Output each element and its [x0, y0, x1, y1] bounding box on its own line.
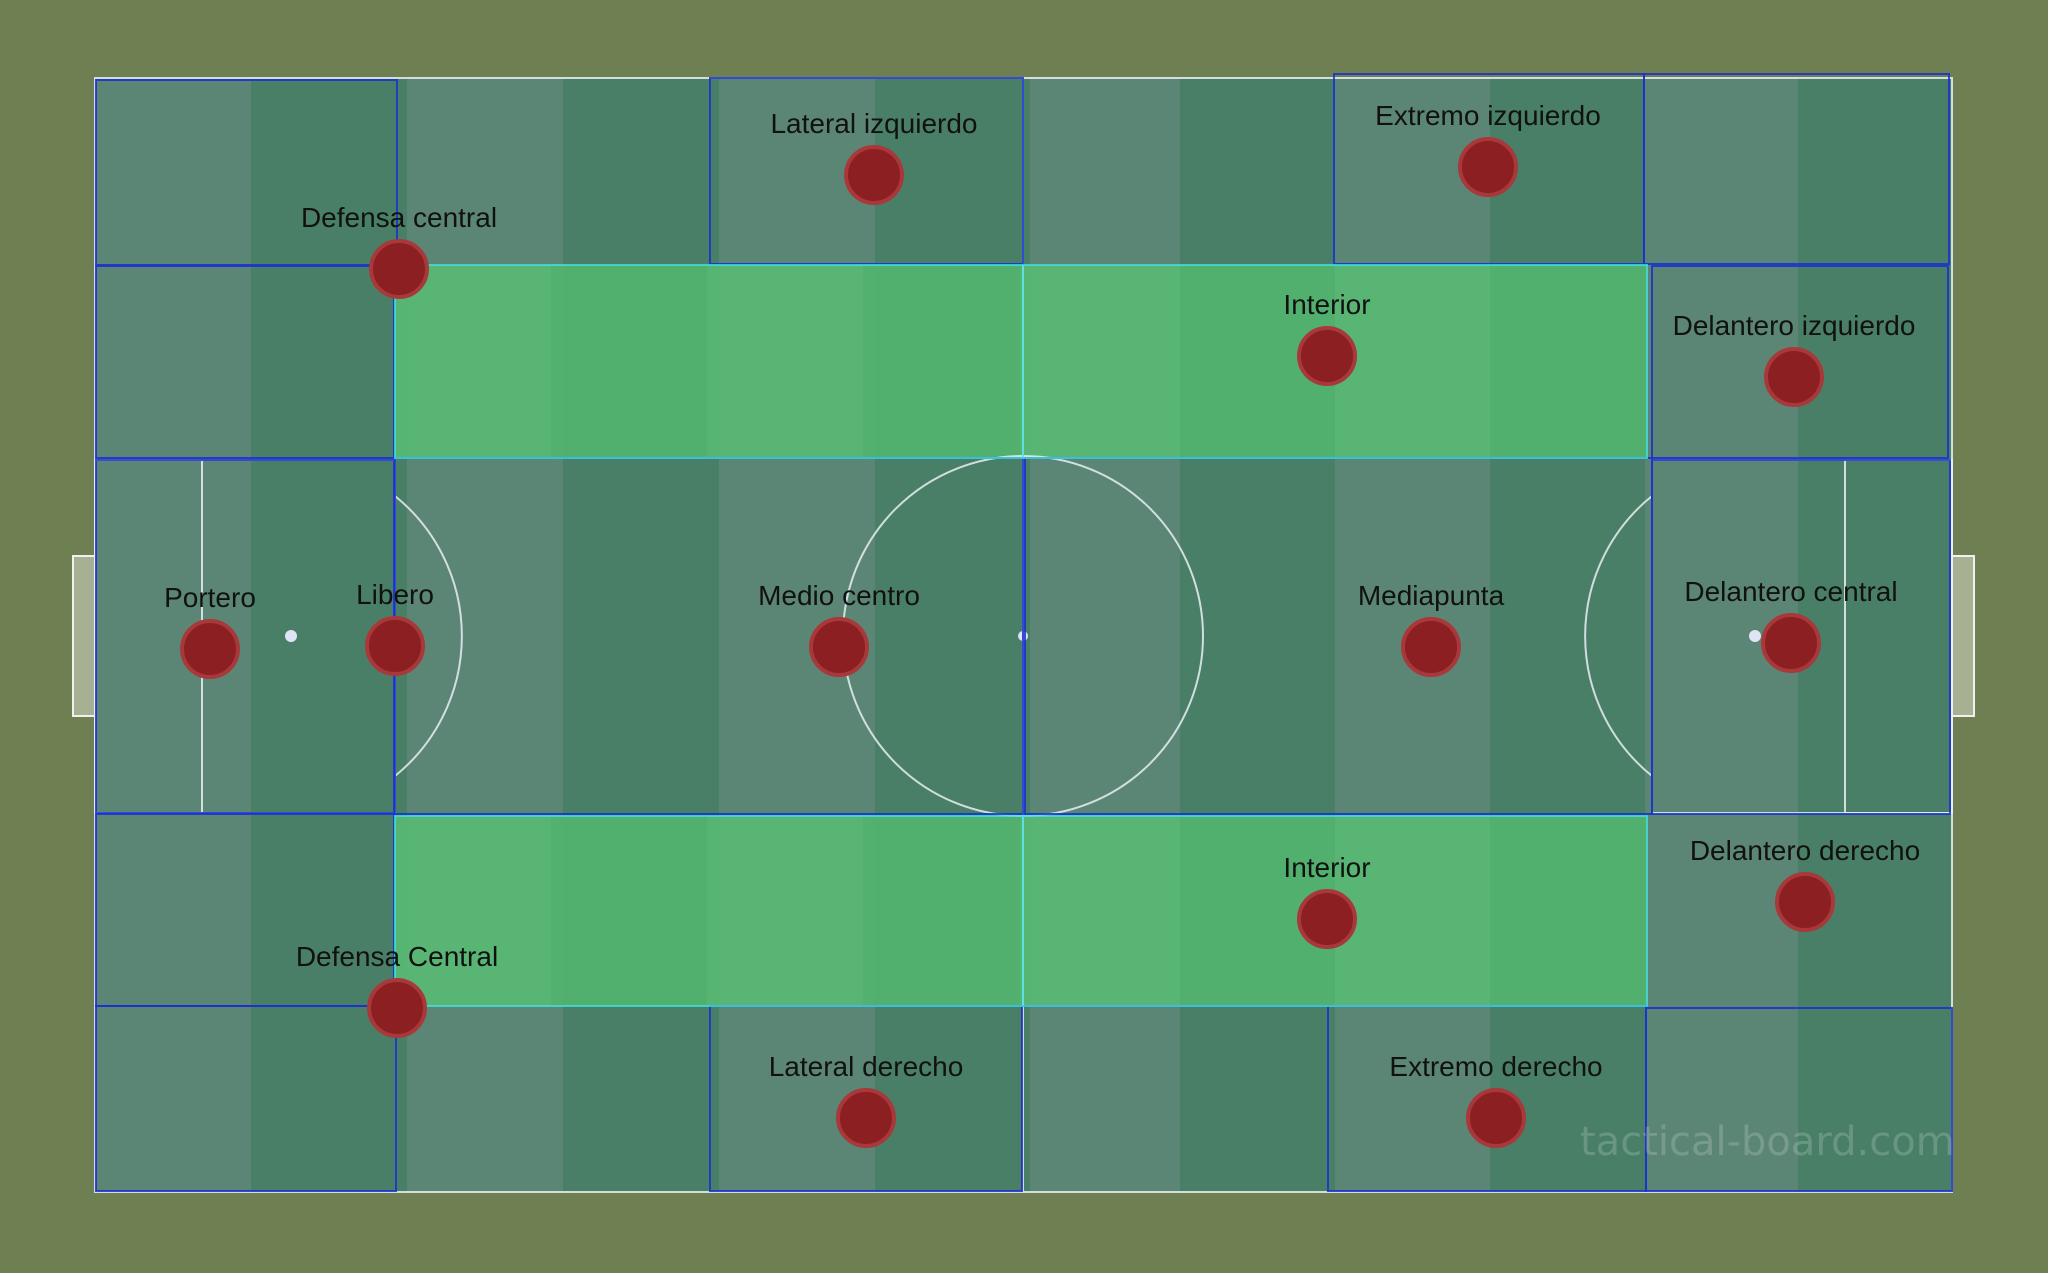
- player-label: Lateral izquierdo: [770, 108, 977, 139]
- pitch-spots: [285, 630, 1761, 642]
- player-token[interactable]: [367, 978, 427, 1038]
- watermark: tactical-board.com: [1580, 1119, 1955, 1165]
- penalty-spot-right: [1749, 630, 1761, 642]
- player-label: Delantero central: [1684, 576, 1897, 607]
- zone-border: [1651, 459, 1951, 815]
- player-label: Interior: [1283, 289, 1370, 320]
- player-token[interactable]: [836, 1088, 896, 1148]
- player-label: Extremo derecho: [1389, 1051, 1602, 1082]
- goal-right: [1951, 555, 1975, 717]
- player-label: Libero: [356, 579, 434, 610]
- player-label: Interior: [1283, 852, 1370, 883]
- pitch-stripe: [875, 78, 1030, 1192]
- player-token[interactable]: [1761, 613, 1821, 673]
- player-interior-izq[interactable]: Interior: [1283, 289, 1371, 386]
- pitch-stripe: [1798, 78, 1952, 1192]
- player-mediapunta[interactable]: Mediapunta: [1358, 580, 1505, 677]
- penalty-spot-left: [285, 630, 297, 642]
- player-token[interactable]: [844, 145, 904, 205]
- player-token[interactable]: [1297, 326, 1357, 386]
- goal-left: [72, 555, 96, 717]
- player-portero[interactable]: Portero: [164, 582, 256, 679]
- zone-border: [1651, 265, 1949, 459]
- zone-highlight-border: [394, 815, 1648, 1007]
- player-delantero-derecho[interactable]: Delantero derecho: [1690, 835, 1920, 932]
- penalty-arc-left: [394, 495, 463, 777]
- player-label: Medio centro: [758, 580, 920, 611]
- player-label: Defensa Central: [296, 941, 498, 972]
- player-label: Delantero izquierdo: [1673, 310, 1916, 341]
- zone-highlight-borders: [394, 264, 1648, 1007]
- player-token[interactable]: [365, 616, 425, 676]
- player-token[interactable]: [1401, 617, 1461, 677]
- player-label: Extremo izquierdo: [1375, 100, 1601, 131]
- player-lateral-izquierdo[interactable]: Lateral izquierdo: [770, 108, 978, 205]
- player-label: Mediapunta: [1358, 580, 1505, 611]
- player-lateral-derecho[interactable]: Lateral derecho: [769, 1051, 964, 1148]
- pitch-stripe: [1030, 78, 1180, 1192]
- zone-border: [95, 1005, 397, 1192]
- player-delantero-central[interactable]: Delantero central: [1684, 576, 1898, 673]
- penalty-arc-right: [1584, 495, 1653, 777]
- player-label: Portero: [164, 582, 256, 613]
- player-extremo-izquierdo[interactable]: Extremo izquierdo: [1375, 100, 1601, 197]
- player-defensa-central-izq[interactable]: Defensa central: [301, 202, 497, 299]
- player-token[interactable]: [180, 619, 240, 679]
- pitch-stripe: [1490, 78, 1645, 1192]
- player-interior-der[interactable]: Interior: [1283, 852, 1371, 949]
- player-label: Defensa central: [301, 202, 497, 233]
- player-medio-centro[interactable]: Medio centro: [758, 580, 920, 677]
- player-label: Delantero derecho: [1690, 835, 1920, 866]
- player-libero[interactable]: Libero: [356, 579, 434, 676]
- player-extremo-derecho[interactable]: Extremo derecho: [1389, 1051, 1603, 1148]
- player-token[interactable]: [1466, 1088, 1526, 1148]
- highlight-zones: [395, 265, 1647, 1006]
- player-token[interactable]: [1775, 872, 1835, 932]
- player-token[interactable]: [1297, 889, 1357, 949]
- player-token[interactable]: [1458, 137, 1518, 197]
- zone-highlight-border: [394, 264, 1648, 459]
- player-token[interactable]: [369, 239, 429, 299]
- player-defensa-central-der[interactable]: Defensa Central: [296, 941, 498, 1038]
- zone-border: [1643, 73, 1950, 265]
- player-delantero-izquierdo[interactable]: Delantero izquierdo: [1673, 310, 1916, 407]
- pitch-stripe: [563, 78, 719, 1192]
- player-token[interactable]: [1764, 347, 1824, 407]
- player-token[interactable]: [809, 617, 869, 677]
- pitch-stripe: [407, 78, 563, 1192]
- zone-border: [1645, 1007, 1953, 1192]
- players: Portero Libero Defensa central Defensa Cent…: [164, 100, 1920, 1148]
- player-label: Lateral derecho: [769, 1051, 964, 1082]
